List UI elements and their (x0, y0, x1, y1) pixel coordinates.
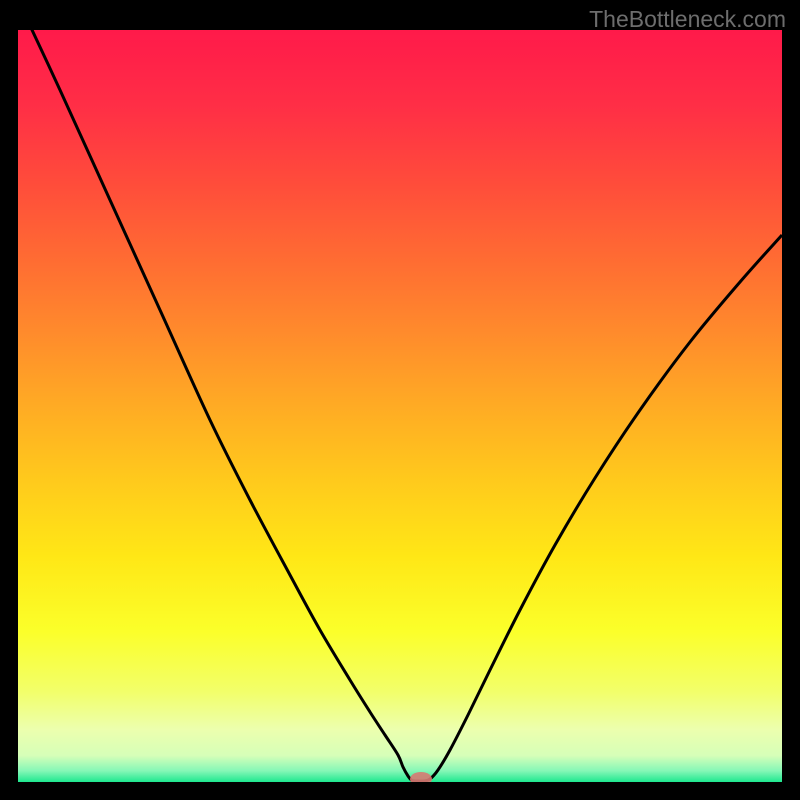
plot-background (18, 30, 782, 782)
bottleneck-chart (0, 0, 800, 800)
chart-frame: TheBottleneck.com (0, 0, 800, 800)
watermark-text: TheBottleneck.com (589, 6, 786, 33)
optimum-marker (410, 772, 432, 786)
